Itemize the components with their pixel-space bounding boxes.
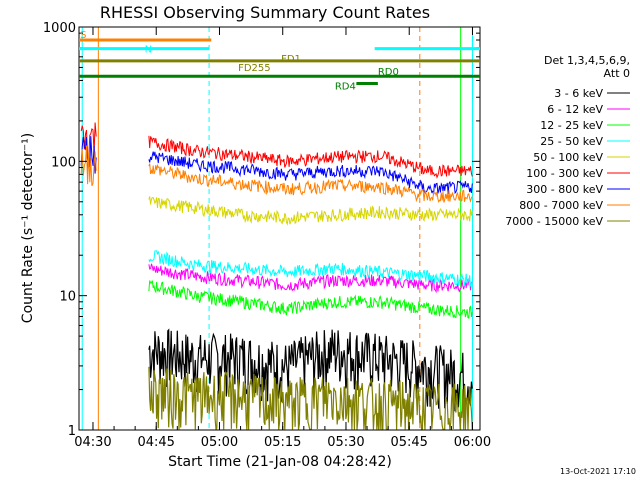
x-tick-label: 05:45 <box>390 435 427 450</box>
series-line <box>148 263 473 294</box>
y-tick-label: 1 <box>68 424 76 439</box>
series-line <box>148 328 473 412</box>
legend-label: 50 - 100 keV <box>533 151 603 164</box>
series-line <box>148 163 473 203</box>
x-tick-label: 06:00 <box>454 435 491 450</box>
flag-label: FD255 <box>238 63 271 74</box>
legend-label: 25 - 50 keV <box>540 135 603 148</box>
legend-label: 7000 - 15000 keV <box>505 215 603 228</box>
legend-label: 800 - 7000 keV <box>519 199 603 212</box>
flag-label: S <box>80 30 86 41</box>
legend-header: Det 1,3,4,5,6,9, <box>544 54 630 67</box>
series-line <box>148 280 473 319</box>
y-axis-label: Count Rate (s⁻¹ detector⁻¹) <box>20 133 36 323</box>
series-line <box>148 196 473 226</box>
series-line <box>148 151 473 195</box>
legend-label: 3 - 6 keV <box>554 87 603 100</box>
series-line <box>148 135 473 179</box>
y-tick-label: 1000 <box>43 21 76 36</box>
y-tick-label: 10 <box>59 290 76 305</box>
legend-label: 6 - 12 keV <box>547 103 603 116</box>
axes: 04:30 04:45 05:00 05:15 05:30 05:45 06:00 1 10 10… <box>43 21 491 450</box>
flag-label: N <box>145 45 152 56</box>
chart-title: RHESSI Observing Summary Count Rates <box>100 3 430 22</box>
legend-label: 300 - 800 keV <box>526 183 603 196</box>
series-line <box>148 366 473 430</box>
x-tick-label: 04:30 <box>74 435 111 450</box>
legend: Det 1,3,4,5,6,9,Att 03 - 6 keV 6 - 12 keV… <box>505 54 630 228</box>
series-line <box>148 250 473 287</box>
flag-label: FD1 <box>281 54 301 65</box>
x-tick-label: 05:00 <box>201 435 238 450</box>
x-axis-label: Start Time (21-Jan-08 04:28:42) <box>168 454 392 470</box>
series-line-start <box>80 145 97 187</box>
flag-label: RD0 <box>378 67 399 78</box>
flag-label: RD4 <box>335 81 356 92</box>
x-tick-label: 05:15 <box>264 435 301 450</box>
legend-header: Att 0 <box>604 67 630 80</box>
x-tick-label: 04:45 <box>137 435 174 450</box>
plot-frame <box>78 26 481 431</box>
legend-label: 12 - 25 keV <box>540 119 603 132</box>
legend-label: 100 - 300 keV <box>526 167 603 180</box>
flag-bars: S N FD1 FD255 RD0 RD4 <box>79 30 480 92</box>
timestamp: 13-Oct-2021 17:10 <box>560 467 636 476</box>
x-tick-label: 05:30 <box>327 435 364 450</box>
plot-area <box>80 27 473 430</box>
y-tick-label: 100 <box>51 155 76 170</box>
